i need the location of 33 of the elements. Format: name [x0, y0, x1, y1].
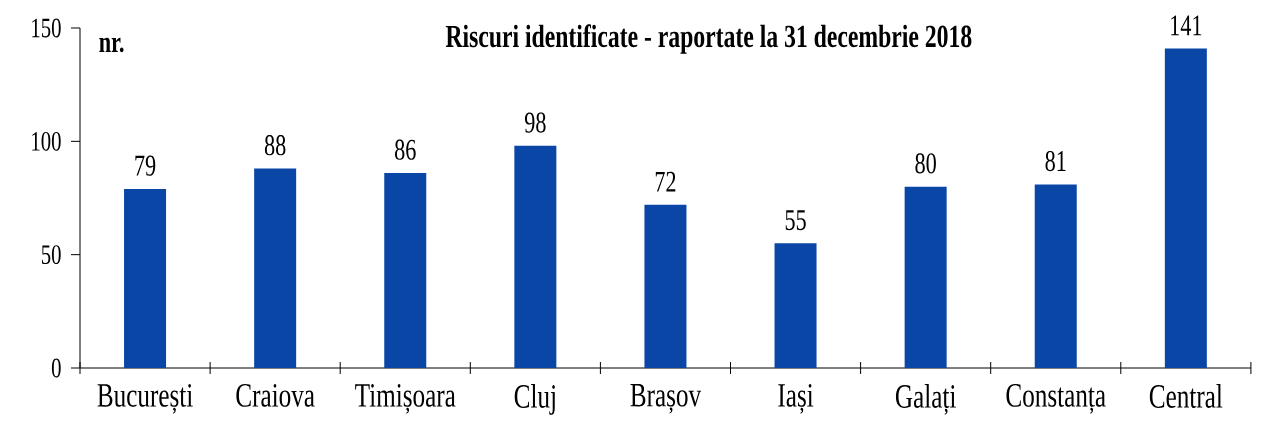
bar — [1164, 48, 1207, 368]
data-label: 86 — [395, 139, 416, 160]
bar — [1034, 184, 1077, 368]
y-tick-label: 0 — [51, 358, 61, 378]
x-tick-label: Brașov — [630, 384, 702, 414]
bar — [514, 145, 557, 368]
bar — [384, 173, 427, 368]
data-label: 141 — [1171, 15, 1202, 36]
y-tick-label: 150 — [32, 18, 61, 38]
data-label: 80 — [915, 153, 936, 174]
bar — [644, 204, 687, 368]
x-tick-label: Central — [1149, 384, 1223, 408]
data-label: 88 — [264, 135, 286, 156]
y-tick-label: 100 — [32, 131, 61, 151]
x-tick-label: București — [97, 384, 193, 414]
data-label: 72 — [655, 171, 676, 192]
y-tick-label: 50 — [41, 245, 61, 265]
x-tick-label: Craiova — [236, 384, 315, 407]
bar — [254, 168, 297, 368]
x-tick-label: Constanța — [1006, 384, 1106, 414]
data-label: 79 — [135, 155, 156, 176]
data-label: 55 — [785, 210, 806, 231]
y-axis-title: nr. — [99, 37, 124, 53]
data-label: 98 — [524, 112, 546, 133]
x-tick-label: Iași — [778, 384, 814, 414]
bar — [774, 243, 817, 368]
bar — [904, 186, 947, 368]
chart-title: Riscuri identificate - raportate la 31 decembrie 2018 — [445, 24, 972, 54]
x-tick-label: Timișoara — [355, 384, 456, 414]
data-label: 81 — [1045, 150, 1066, 172]
x-tick-label: Galați — [895, 384, 956, 415]
x-tick-label: Cluj — [514, 384, 555, 415]
bar — [124, 188, 167, 368]
